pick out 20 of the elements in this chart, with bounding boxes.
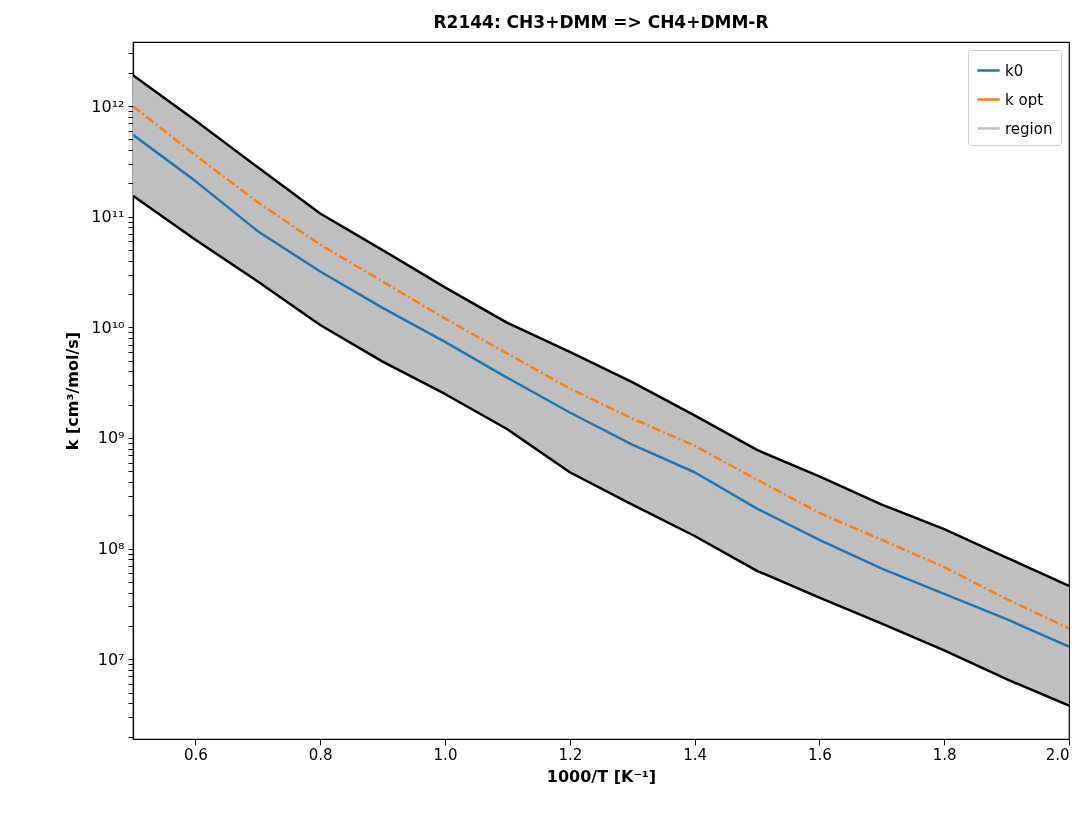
- y-tick-label: 10¹⁰: [91, 317, 125, 337]
- x-tick-label: 1.0: [433, 745, 458, 764]
- x-tick-label: 1.4: [683, 745, 708, 764]
- x-tick-label: 1.2: [558, 745, 583, 764]
- y-tick-label: 10⁸: [97, 539, 125, 559]
- x-tick-label: 1.6: [807, 745, 832, 764]
- legend-label: k opt: [1005, 90, 1044, 109]
- x-tick-label: 0.8: [308, 745, 333, 764]
- y-tick-label: 10⁷: [97, 649, 125, 669]
- legend-label: k0: [1005, 61, 1024, 80]
- x-axis-title: 1000/T [K⁻¹]: [546, 766, 657, 786]
- y-tick-label: 10¹¹: [91, 207, 125, 227]
- x-tick-label: 2.0: [1045, 745, 1070, 764]
- y-tick-label: 10¹²: [91, 96, 125, 116]
- y-axis-title: k [cm³/mol/s]: [63, 331, 83, 451]
- chart-title: R2144: CH3+DMM => CH4+DMM-R: [433, 12, 769, 32]
- legend-label: region: [1005, 119, 1053, 138]
- x-tick-label: 0.6: [183, 745, 208, 764]
- y-tick-label: 10⁹: [97, 428, 125, 448]
- x-tick-label: 1.8: [932, 745, 957, 764]
